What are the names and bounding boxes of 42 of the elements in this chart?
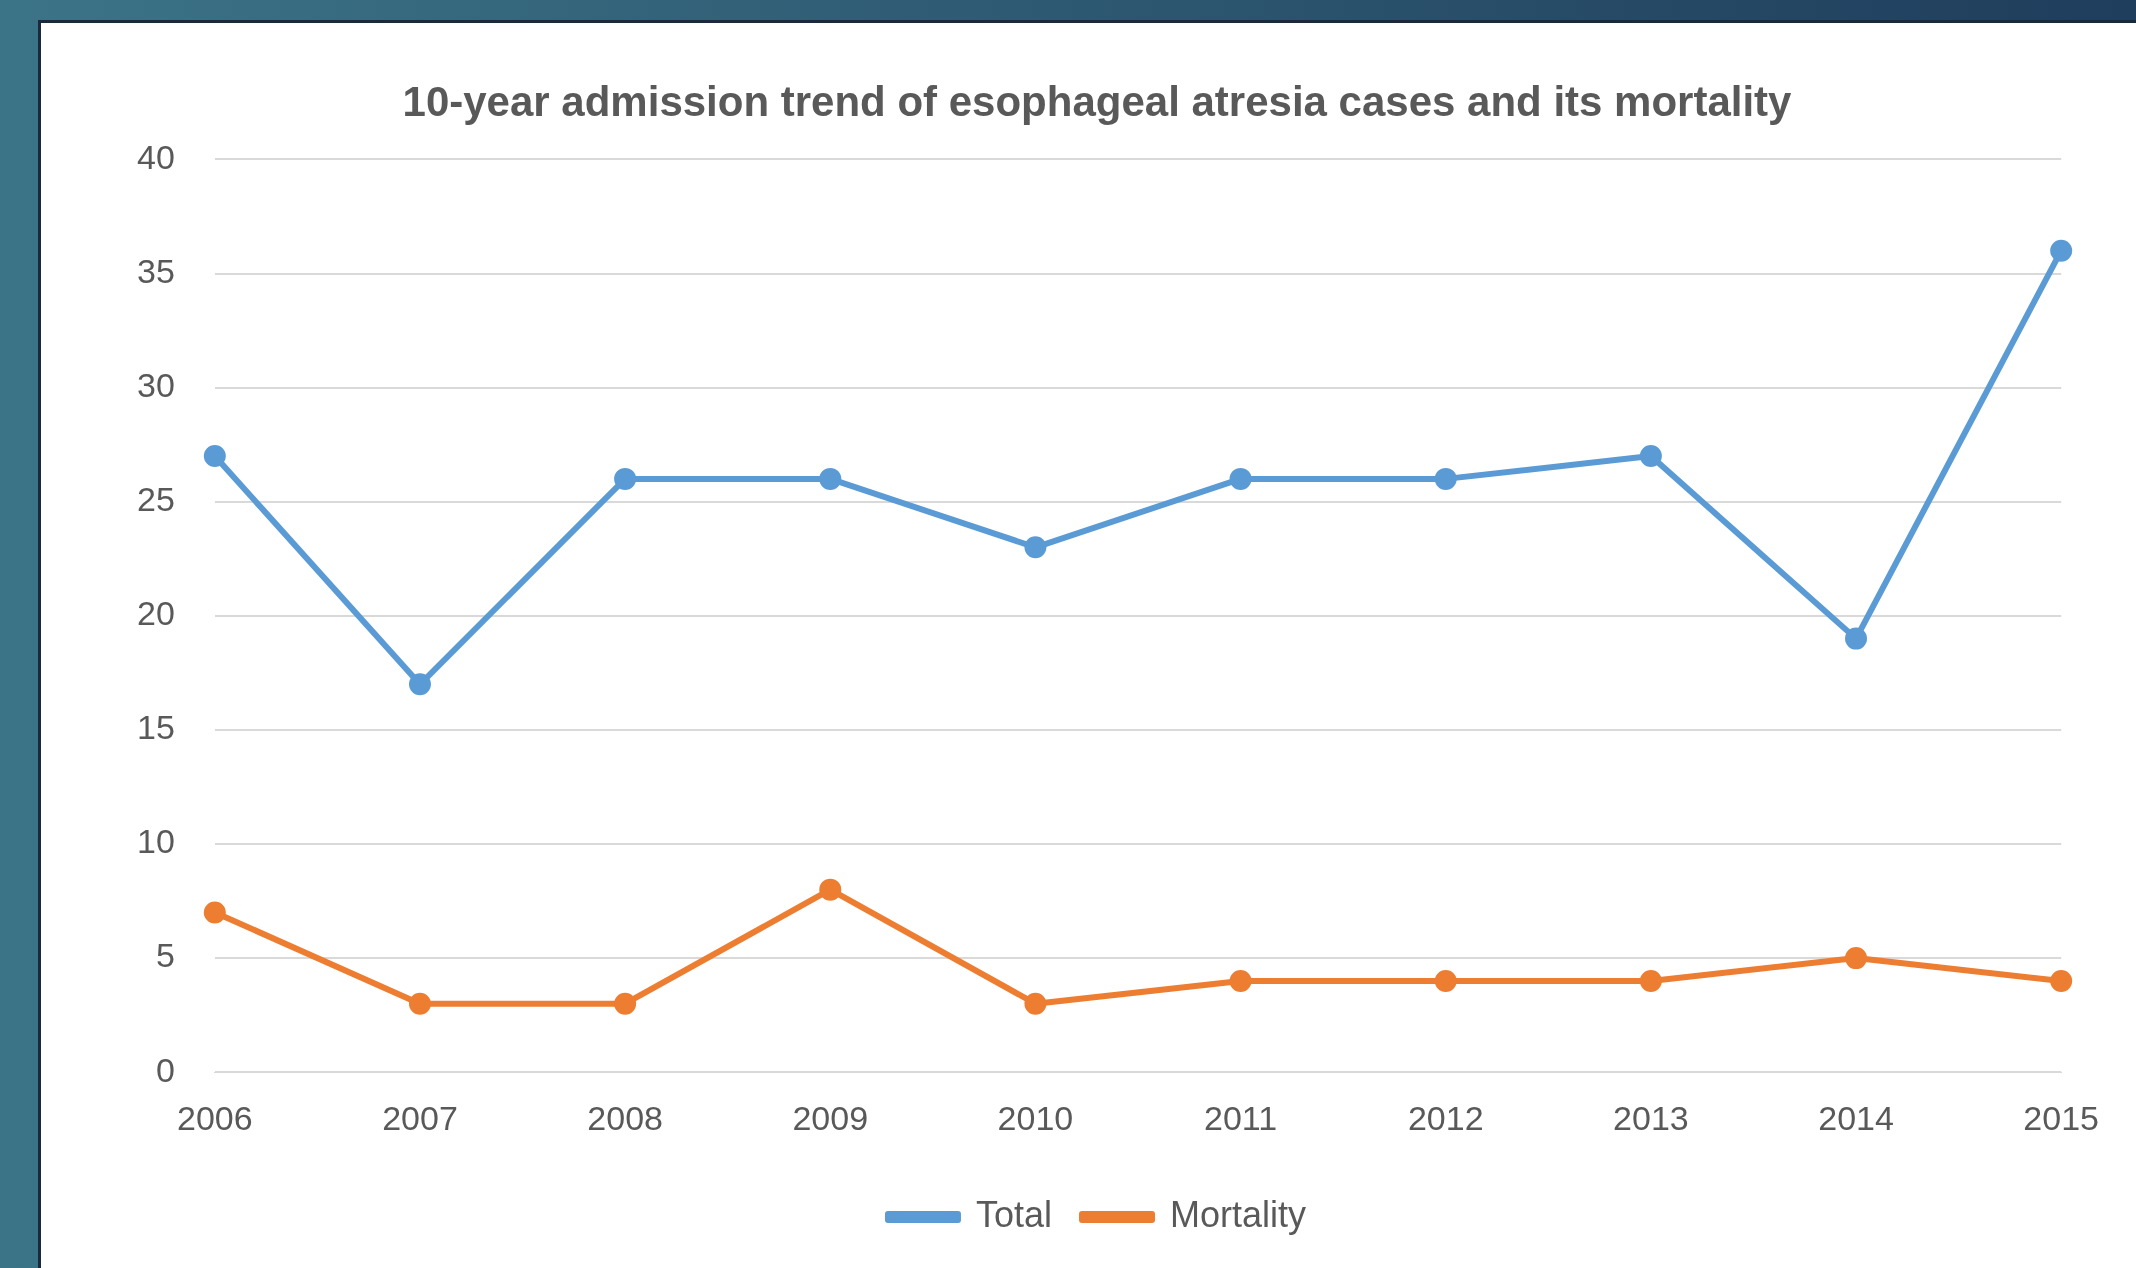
chart-title: 10-year admission trend of esophageal atresia cases and its mortality [402,77,1793,125]
point [2050,969,2073,992]
x-tick-label: 2014 [1818,1098,1894,1137]
y-tick-label: 20 [136,594,175,633]
x-tick-label: 2012 [1407,1098,1484,1137]
y-tick-label: 25 [136,480,175,519]
point [614,992,637,1015]
point [2050,239,2073,262]
point [819,878,842,901]
legend-label: Mortality [1170,1193,1307,1235]
point [1845,947,1868,970]
x-tick-label: 2006 [177,1098,253,1137]
point [614,467,637,490]
x-tick-label: 2008 [587,1098,663,1137]
point [1639,969,1662,992]
x-tick-label: 2009 [792,1098,869,1137]
y-tick-label: 40 [136,137,175,176]
y-tick-label: 15 [136,708,175,747]
point [1434,467,1457,490]
point [1024,536,1047,559]
point [408,673,431,696]
point [408,992,431,1015]
point [203,445,226,468]
point [1229,969,1252,992]
x-tick-label: 2007 [382,1098,458,1137]
x-tick-label: 2011 [1204,1098,1278,1137]
y-tick-label: 5 [155,936,175,975]
y-tick-label: 10 [136,822,175,861]
y-tick-label: 35 [136,251,175,290]
x-tick-label: 2010 [997,1098,1074,1137]
point [1845,627,1868,650]
point [1434,969,1457,992]
x-tick-label: 2015 [2023,1098,2099,1137]
y-tick-label: 0 [155,1050,175,1089]
x-tick-label: 2013 [1613,1098,1689,1137]
point [1229,467,1252,490]
point [203,901,226,924]
point [1024,992,1047,1015]
point [1639,445,1662,468]
point [819,467,842,490]
y-tick-label: 30 [136,365,175,404]
legend-label: Total [975,1193,1053,1235]
